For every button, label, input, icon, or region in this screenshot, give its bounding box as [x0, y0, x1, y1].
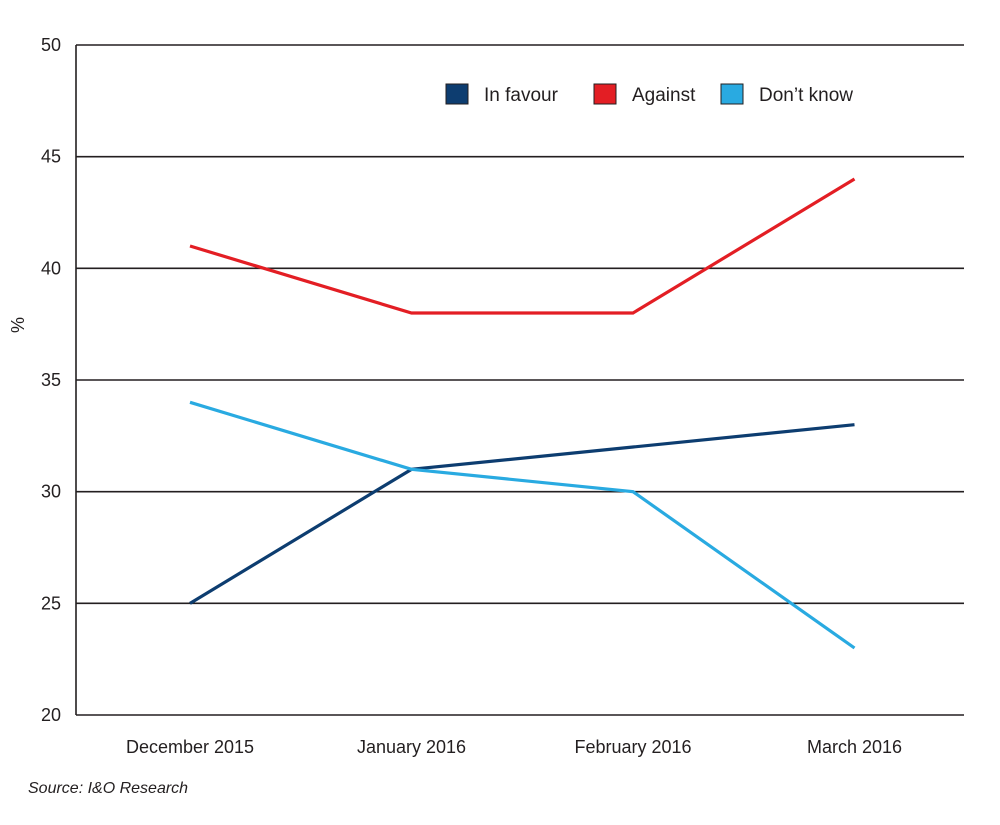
gridlines: [75, 44, 964, 716]
legend-swatch: [445, 83, 469, 105]
series-lines: [189, 177, 856, 650]
source-note: Source: I&O Research: [28, 780, 189, 797]
x-tick-labels: December 2015 January 2016 February 2016 Ma…: [126, 737, 902, 757]
y-tick-label: 30: [41, 482, 61, 502]
series-line-2: [189, 400, 856, 650]
y-tick-label: 35: [41, 370, 61, 390]
legend-label: Against: [632, 85, 696, 106]
legend: In favour Against Don’t know: [445, 83, 853, 106]
legend-swatch: [720, 83, 744, 105]
legend-label: Don’t know: [759, 85, 853, 106]
x-tick-label: March 2016: [807, 737, 902, 757]
y-tick-label: 40: [41, 258, 61, 278]
x-tick-label: February 2016: [574, 737, 691, 757]
series-line-1: [189, 177, 856, 315]
x-tick-label: January 2016: [357, 737, 466, 757]
y-axis-label: %: [8, 317, 28, 333]
y-tick-label: 25: [41, 593, 61, 613]
y-tick-label: 50: [41, 35, 61, 55]
legend-label: In favour: [484, 85, 559, 106]
series-line-0: [189, 423, 855, 605]
y-tick-labels: 20 25 30 35 40 45 50: [41, 35, 61, 725]
legend-swatch: [593, 83, 617, 105]
x-tick-label: December 2015: [126, 737, 254, 757]
y-tick-label: 45: [41, 147, 61, 167]
y-tick-label: 20: [41, 705, 61, 725]
